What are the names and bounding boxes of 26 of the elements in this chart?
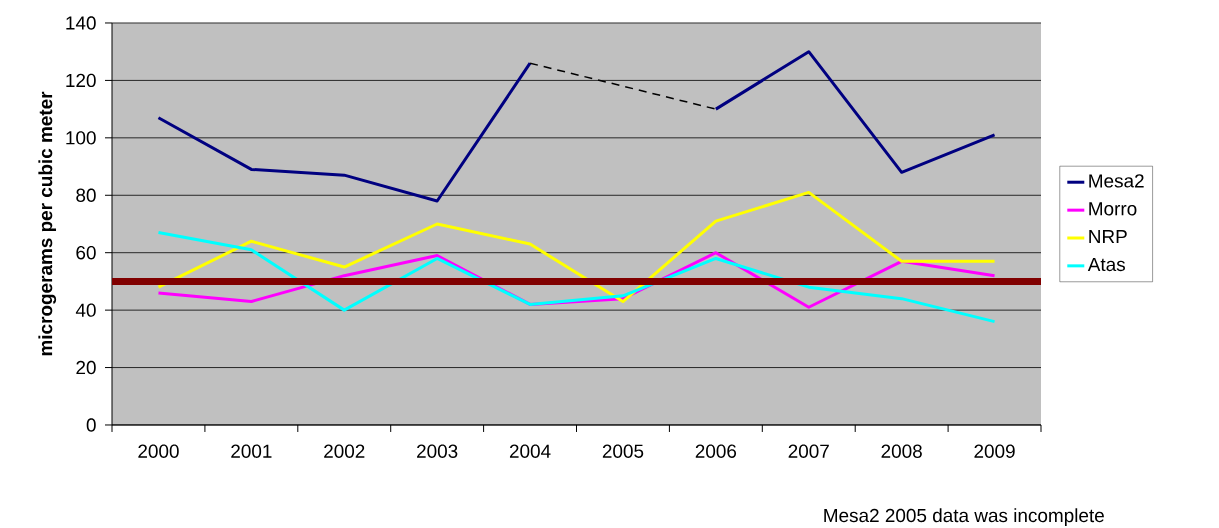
x-tick-label: 2005	[602, 444, 644, 458]
line-series	[156, 231, 997, 324]
y-axis-title: microgerams per cubic meter	[38, 91, 57, 356]
y-tick-label: 120	[66, 73, 96, 88]
legend-label: Mesa2	[1089, 174, 1144, 188]
y-tick-label: 40	[75, 303, 96, 317]
y-tick-label: 0	[86, 418, 96, 432]
y-tick-label: 100	[66, 131, 96, 145]
text: Mesa2 2005 data was incomplete	[824, 508, 1104, 526]
y-tick-label: 20	[76, 360, 96, 375]
x-tick-label: 2008	[881, 444, 922, 458]
y-tick-label: 140	[66, 16, 96, 30]
x-tick-label: 2002	[324, 444, 365, 458]
x-tick-label: 2003	[417, 444, 458, 458]
line-series	[156, 190, 997, 304]
y-tick-label: 60	[76, 246, 96, 260]
x-tick-label: 2004	[509, 444, 551, 458]
x-tick-label: 2006	[695, 444, 737, 458]
x-tick-label: 2001	[231, 444, 272, 458]
legend-label: Atas	[1087, 257, 1125, 272]
x-tick-label: 2000	[138, 444, 179, 458]
legend-label: NRP	[1089, 230, 1127, 244]
legend-label: Morro	[1089, 202, 1137, 216]
x-tick-label: 2009	[974, 444, 1015, 458]
y-tick-label: 80	[76, 188, 96, 202]
x-tick-label: 2007	[788, 444, 829, 458]
